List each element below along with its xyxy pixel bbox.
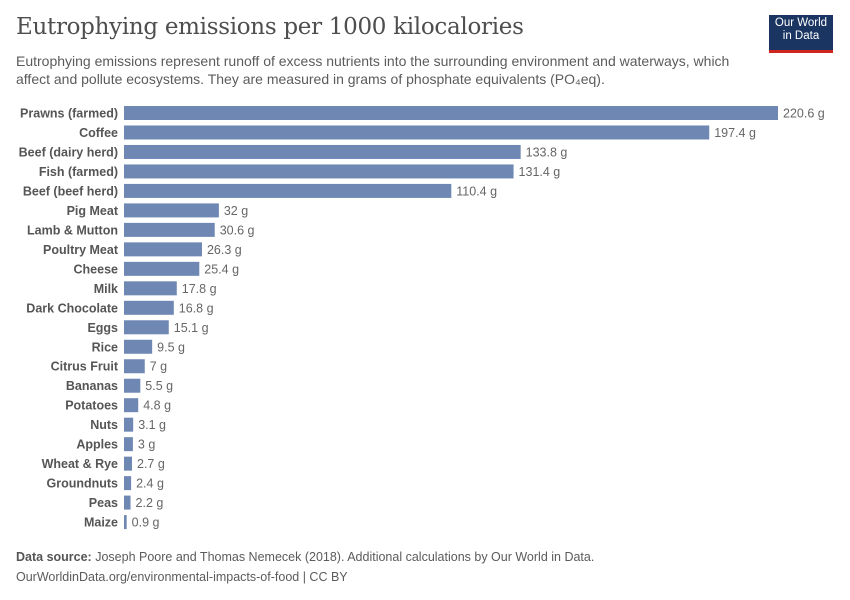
category-label: Potatoes xyxy=(65,399,118,413)
category-label: Beef (beef herd) xyxy=(23,184,118,198)
bar xyxy=(124,125,710,140)
value-label: 15.1 g xyxy=(174,321,209,335)
url-license[interactable]: OurWorldinData.org/environmental-impacts… xyxy=(16,570,348,584)
category-label: Dark Chocolate xyxy=(26,301,118,315)
category-label: Fish (farmed) xyxy=(39,165,118,179)
bar xyxy=(124,106,778,120)
bar xyxy=(124,378,141,393)
bar xyxy=(124,456,133,471)
bar xyxy=(124,398,139,413)
value-label: 5.5 g xyxy=(145,379,173,393)
value-label: 30.6 g xyxy=(220,223,255,237)
data-source: Data source: Joseph Poore and Thomas Nem… xyxy=(16,547,594,567)
bar xyxy=(124,495,131,510)
category-label: Apples xyxy=(76,438,118,452)
bar xyxy=(124,164,514,179)
value-label: 25.4 g xyxy=(204,262,239,276)
category-label: Cheese xyxy=(74,262,119,276)
category-label: Nuts xyxy=(90,418,118,432)
value-label: 133.8 g xyxy=(526,145,568,159)
category-label: Bananas xyxy=(66,379,118,393)
value-label: 220.6 g xyxy=(783,107,825,121)
chart-title: Eutrophying emissions per 1000 kilocalor… xyxy=(16,14,524,40)
category-label: Beef (dairy herd) xyxy=(19,145,118,159)
category-label: Coffee xyxy=(79,126,118,140)
category-label: Rice xyxy=(92,340,118,354)
value-label: 2.7 g xyxy=(137,457,165,471)
bar xyxy=(124,515,127,530)
category-label: Maize xyxy=(84,516,118,530)
value-label: 3 g xyxy=(138,438,155,452)
value-label: 0.9 g xyxy=(132,516,160,530)
value-label: 197.4 g xyxy=(714,126,756,140)
source-label: Data source: xyxy=(16,550,92,564)
category-label: Eggs xyxy=(87,321,118,335)
value-label: 26.3 g xyxy=(207,243,242,257)
value-label: 16.8 g xyxy=(179,301,214,315)
value-label: 110.4 g xyxy=(456,184,497,198)
bar xyxy=(124,183,452,198)
category-label: Pig Meat xyxy=(67,204,119,218)
category-label: Milk xyxy=(94,282,118,296)
category-label: Lamb & Mutton xyxy=(27,223,118,237)
bar xyxy=(124,203,219,218)
bar xyxy=(124,320,169,335)
category-label: Poultry Meat xyxy=(43,243,119,257)
value-label: 7 g xyxy=(150,360,167,374)
value-label: 2.4 g xyxy=(136,477,164,491)
bar xyxy=(124,339,153,354)
bar-chart: Prawns (farmed) 220.6 g Coffee 197.4 g Beef … xyxy=(19,106,825,530)
bar xyxy=(124,144,521,159)
value-label: 9.5 g xyxy=(157,340,185,354)
bar xyxy=(124,417,134,432)
value-label: 131.4 g xyxy=(519,165,561,179)
value-label: 2.2 g xyxy=(136,496,164,510)
category-label: Peas xyxy=(89,496,118,510)
value-label: 17.8 g xyxy=(182,282,217,296)
chart-subtitle: Eutrophying emissions represent runoff o… xyxy=(16,53,730,87)
bar xyxy=(124,281,177,296)
value-label: 32 g xyxy=(224,204,248,218)
category-label: Prawns (farmed) xyxy=(20,107,118,121)
owid-logo[interactable]: Our World in Data xyxy=(769,15,833,53)
bar xyxy=(124,242,202,257)
bar xyxy=(124,222,215,237)
category-label: Groundnuts xyxy=(46,477,118,491)
bar xyxy=(124,359,145,374)
bar xyxy=(124,437,133,452)
value-label: 4.8 g xyxy=(143,399,171,413)
source-text: Joseph Poore and Thomas Nemecek (2018). … xyxy=(95,550,595,564)
bar xyxy=(124,476,132,491)
value-label: 3.1 g xyxy=(138,418,166,432)
category-label: Citrus Fruit xyxy=(51,360,119,374)
bar xyxy=(124,300,174,315)
category-label: Wheat & Rye xyxy=(42,457,118,471)
bar xyxy=(124,261,200,276)
footer: Data source: Joseph Poore and Thomas Nem… xyxy=(16,547,594,587)
